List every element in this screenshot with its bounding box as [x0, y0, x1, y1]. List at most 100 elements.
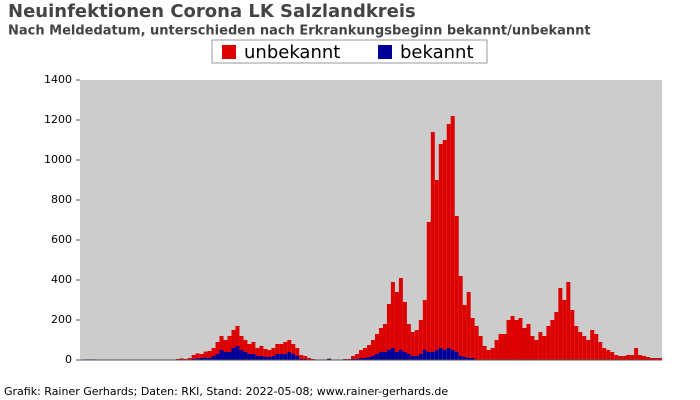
bar [566, 282, 571, 360]
bar [422, 300, 427, 350]
bar [283, 354, 288, 360]
bar [263, 357, 268, 360]
bar [255, 348, 260, 356]
bar [630, 355, 635, 360]
bar [466, 292, 471, 358]
y-tick-label: 1200 [44, 113, 72, 126]
bar [291, 354, 296, 360]
bar [538, 332, 543, 360]
bar [223, 340, 228, 352]
bar [211, 348, 216, 356]
bar [363, 348, 368, 358]
bar [486, 350, 491, 360]
bar [271, 356, 276, 360]
bar [626, 355, 631, 360]
y-tick-label: 0 [65, 353, 72, 366]
bar [374, 334, 379, 354]
bar [283, 342, 288, 354]
bar [359, 350, 364, 358]
bar [450, 116, 455, 350]
bar [550, 320, 555, 360]
bar [219, 350, 224, 360]
bar [231, 348, 236, 360]
bar [239, 350, 244, 360]
bar [378, 352, 383, 360]
bar [490, 348, 495, 360]
bar [382, 352, 387, 360]
bar [207, 351, 212, 358]
bar [578, 332, 583, 360]
legend-label: bekannt [400, 42, 474, 63]
plot-background [80, 80, 662, 360]
bar [462, 305, 467, 357]
bar [386, 350, 391, 360]
bar [390, 348, 395, 360]
bar [522, 328, 527, 360]
bar [478, 336, 483, 360]
bar [426, 222, 431, 352]
bar [203, 357, 208, 360]
bar [207, 358, 212, 360]
bar [518, 318, 523, 360]
bar [558, 288, 563, 360]
bar [382, 324, 387, 352]
bar [526, 324, 531, 360]
bar [227, 336, 232, 352]
bar [199, 354, 204, 358]
bar [590, 330, 595, 360]
bar [215, 342, 220, 354]
bar [434, 180, 439, 350]
bar [530, 336, 535, 360]
y-tick-label: 800 [51, 193, 72, 206]
bar [438, 348, 443, 360]
bar [378, 328, 383, 352]
bar [498, 334, 503, 360]
bar [546, 326, 551, 360]
chart-title: Neuinfektionen Corona LK Salzlandkreis [8, 1, 416, 22]
bar [610, 352, 615, 360]
bar [398, 350, 403, 360]
bar [446, 348, 451, 360]
bar [494, 340, 499, 360]
bar [410, 356, 415, 360]
bar [510, 316, 515, 360]
bar [502, 334, 507, 360]
bar [299, 355, 304, 359]
bar [251, 342, 256, 354]
bar [470, 318, 475, 358]
bar [295, 356, 300, 360]
bar [562, 300, 567, 360]
bar [251, 354, 256, 360]
y-tick-label: 200 [51, 313, 72, 326]
bar [247, 344, 252, 354]
bar [394, 292, 399, 352]
bar [374, 354, 379, 360]
y-tick-label: 1000 [44, 153, 72, 166]
bar [458, 276, 463, 356]
y-tick-label: 400 [51, 273, 72, 286]
bar [650, 358, 655, 360]
bar [586, 340, 591, 360]
bar [426, 352, 431, 360]
bar [267, 357, 272, 360]
bar [287, 340, 292, 352]
bar [355, 354, 360, 359]
bar [542, 336, 547, 360]
legend-box [211, 39, 488, 64]
bar [474, 326, 479, 360]
bar [259, 356, 264, 360]
bar [187, 358, 192, 360]
bar [243, 340, 248, 352]
bar [450, 350, 455, 360]
bar [418, 320, 423, 354]
legend-swatch [222, 45, 236, 59]
bar [291, 344, 296, 354]
bar [462, 357, 467, 360]
bar [534, 340, 539, 360]
bar [235, 326, 240, 346]
bar [642, 356, 647, 360]
bar [458, 356, 463, 360]
bar [406, 354, 411, 360]
bar [239, 336, 244, 350]
bar [418, 354, 423, 360]
